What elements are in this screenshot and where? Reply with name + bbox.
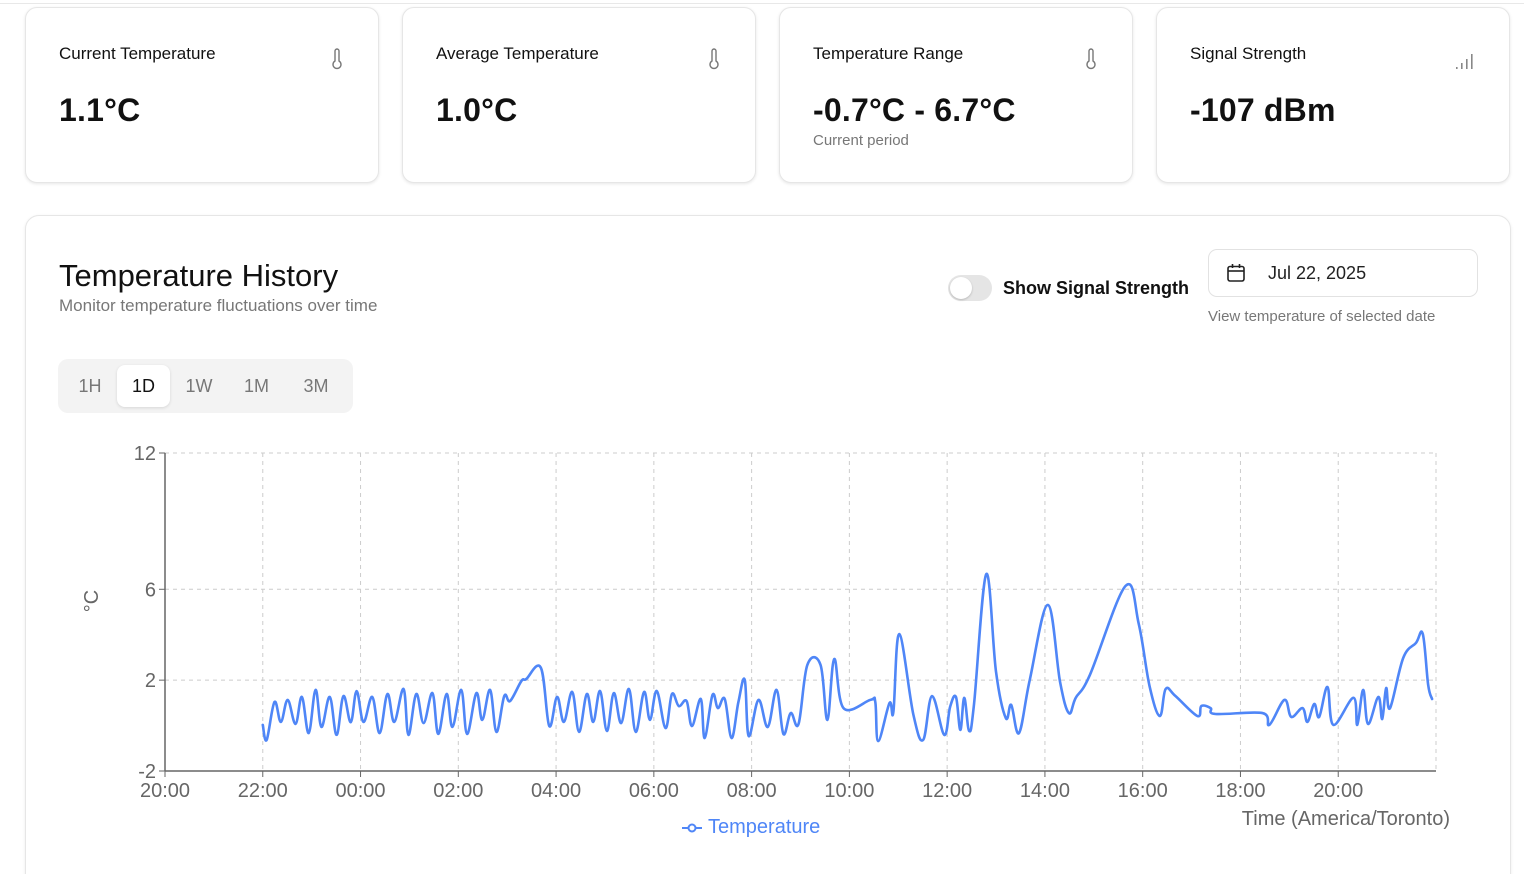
calendar-icon [1227,264,1245,282]
thermometer-icon [332,48,342,70]
stat-value: 1.1°C [59,92,141,128]
stat-card-signal-strength: Signal Strength -107 dBm [1156,7,1510,183]
x-tick-label: 10:00 [824,780,874,802]
toggle-knob [950,277,972,299]
y-tick-label: 2 [145,670,156,692]
x-tick-label: 16:00 [1118,780,1168,802]
x-axis-label: Time (America/Toronto) [1242,808,1450,830]
thermometer-icon [1086,48,1096,70]
tab-3m[interactable]: 3M [303,375,329,396]
date-help-text: View temperature of selected date [1208,308,1436,325]
y-axis-label: °C [81,590,103,612]
tab-1m[interactable]: 1M [243,375,269,396]
x-tick-label: 14:00 [1020,780,1070,802]
legend-item-temperature[interactable]: Temperature [682,816,820,839]
tab-1w[interactable]: 1W [185,375,213,396]
thermometer-icon [709,48,719,70]
x-tick-label: 00:00 [336,780,386,802]
signal-strength-toggle[interactable]: Show Signal Strength [948,275,1189,301]
toggle-label: Show Signal Strength [1003,277,1190,298]
x-tick-label: 04:00 [531,780,581,802]
x-tick-label: 22:00 [238,780,288,802]
line-marker-icon [682,823,702,832]
x-tick-label: 08:00 [727,780,777,802]
tab-1h[interactable]: 1H [78,375,102,396]
y-tick-label: 12 [134,443,156,465]
stat-title: Signal Strength [1190,44,1307,63]
x-tick-label: 12:00 [922,780,972,802]
chart-subtitle: Monitor temperature fluctuations over ti… [59,296,378,315]
top-divider [0,3,1524,4]
stat-title: Current Temperature [59,44,216,63]
chart-title: Temperature History [59,258,339,293]
selected-date: Jul 22, 2025 [1268,262,1367,283]
stat-card-temperature-range: Temperature Range -0.7°C - 6.7°C Current… [779,7,1133,183]
toggle-switch[interactable] [948,275,992,301]
signal-bars-icon [1456,54,1473,69]
x-tick-label: 20:00 [1313,780,1363,802]
stat-subtitle: Current period [813,132,909,149]
x-tick-label: 18:00 [1215,780,1265,802]
stat-card-average-temperature: Average Temperature 1.0°C [402,7,756,183]
temperature-history-card: Temperature History Monitor temperature … [25,215,1511,874]
chart-axes: 20:00 22:00 00:00 02:00 04:00 06:00 08:00 10:00… [134,443,1436,802]
stat-value: -107 dBm [1190,92,1336,128]
stat-title: Temperature Range [813,44,964,63]
y-tick-label: 6 [145,579,156,601]
chart-grid [165,452,1437,771]
date-picker-button[interactable]: Jul 22, 2025 [1208,249,1478,297]
stat-value: 1.0°C [436,92,518,128]
x-tick-label: 06:00 [629,780,679,802]
stat-title: Average Temperature [436,44,599,63]
y-tick-label: -2 [138,761,156,783]
stat-value: -0.7°C - 6.7°C [813,92,1016,128]
legend-label: Temperature [708,816,821,838]
x-tick-label: 02:00 [433,780,483,802]
stat-card-current-temperature: Current Temperature 1.1°C [25,7,379,183]
tab-1d[interactable]: 1D [117,365,170,407]
x-tick-label: 20:00 [140,780,190,802]
time-range-tabs: 1H 1D 1W 1M 3M [58,359,353,413]
temperature-series-line [261,572,1434,743]
